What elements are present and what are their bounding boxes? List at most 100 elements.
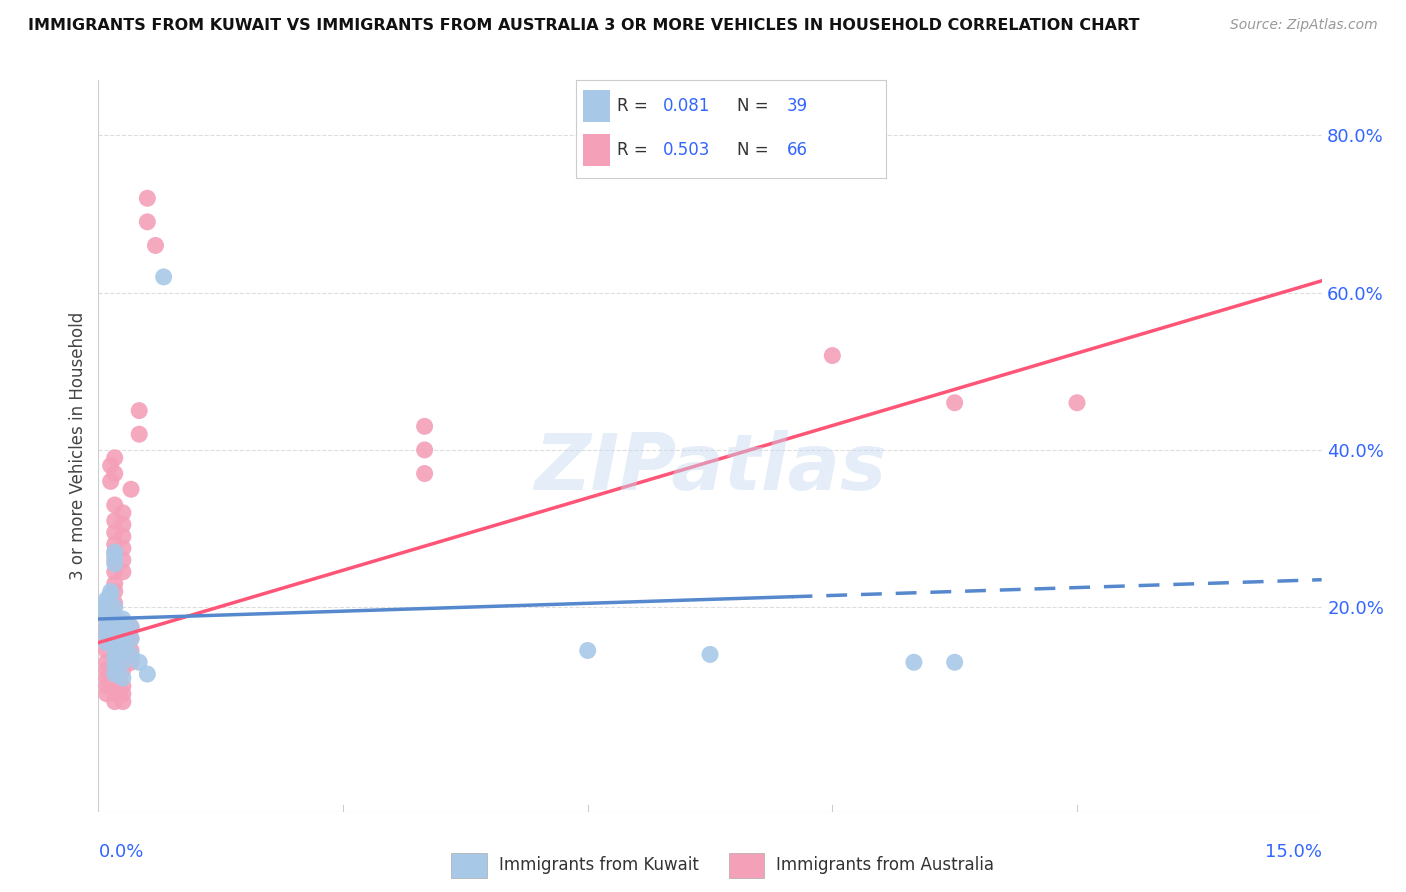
Point xyxy=(96,671,118,685)
Point xyxy=(104,584,127,599)
Point xyxy=(104,450,127,465)
Point xyxy=(111,695,134,709)
Point xyxy=(413,467,436,481)
Point xyxy=(96,600,118,615)
Point xyxy=(104,687,127,701)
Point xyxy=(104,635,127,649)
Point xyxy=(128,655,150,669)
Point xyxy=(104,624,127,638)
Point xyxy=(120,632,142,646)
Point xyxy=(104,545,127,559)
Point xyxy=(111,679,134,693)
Bar xyxy=(582,90,610,122)
Point xyxy=(111,632,134,646)
Point xyxy=(104,651,127,665)
Text: R =: R = xyxy=(617,97,652,115)
Point xyxy=(96,592,118,607)
Point xyxy=(1066,396,1088,410)
Point xyxy=(111,663,134,677)
Point xyxy=(136,667,159,681)
Bar xyxy=(728,853,765,878)
Point xyxy=(145,238,167,252)
Text: Immigrants from Kuwait: Immigrants from Kuwait xyxy=(499,856,699,874)
Point xyxy=(104,565,127,579)
Text: IMMIGRANTS FROM KUWAIT VS IMMIGRANTS FROM AUSTRALIA 3 OR MORE VEHICLES IN HOUSEH: IMMIGRANTS FROM KUWAIT VS IMMIGRANTS FRO… xyxy=(28,18,1140,33)
Point xyxy=(96,635,118,649)
Point xyxy=(100,589,122,603)
Point xyxy=(104,679,127,693)
Point xyxy=(104,596,127,610)
Point xyxy=(104,615,127,630)
Text: Immigrants from Australia: Immigrants from Australia xyxy=(776,856,994,874)
Bar xyxy=(582,134,610,166)
Point xyxy=(111,612,134,626)
Point xyxy=(111,506,134,520)
Point xyxy=(413,442,436,457)
Point xyxy=(111,671,134,685)
Point xyxy=(96,612,118,626)
Point xyxy=(104,557,127,571)
Point xyxy=(111,643,134,657)
Point xyxy=(104,659,127,673)
Point xyxy=(128,403,150,417)
Point xyxy=(104,663,127,677)
Point xyxy=(111,655,134,669)
Point xyxy=(96,663,118,677)
Point xyxy=(104,525,127,540)
Point xyxy=(96,679,118,693)
Text: 0.503: 0.503 xyxy=(664,141,710,159)
Point xyxy=(104,655,127,669)
Point xyxy=(120,620,142,634)
Point xyxy=(111,553,134,567)
Y-axis label: 3 or more Vehicles in Household: 3 or more Vehicles in Household xyxy=(69,312,87,580)
Point xyxy=(91,604,114,618)
Point xyxy=(136,215,159,229)
Point xyxy=(96,608,118,623)
Point xyxy=(111,517,134,532)
Point xyxy=(699,648,721,662)
Point xyxy=(91,604,114,618)
Point xyxy=(100,458,122,473)
Point xyxy=(104,608,127,623)
Point xyxy=(104,545,127,559)
Point xyxy=(104,600,127,615)
Point xyxy=(120,632,142,646)
Text: 66: 66 xyxy=(787,141,808,159)
Point xyxy=(96,635,118,649)
Point xyxy=(104,615,127,630)
Point xyxy=(943,655,966,669)
Point xyxy=(111,687,134,701)
Bar xyxy=(451,853,486,878)
Point xyxy=(94,596,117,610)
Point xyxy=(120,648,142,662)
Point xyxy=(96,600,118,615)
Point xyxy=(111,620,134,634)
Point xyxy=(96,620,118,634)
Point xyxy=(413,419,436,434)
Point xyxy=(120,620,142,634)
Point xyxy=(96,608,118,623)
Point xyxy=(111,651,134,665)
Point xyxy=(104,498,127,512)
Text: 0.081: 0.081 xyxy=(664,97,710,115)
Text: 15.0%: 15.0% xyxy=(1264,843,1322,861)
Point xyxy=(96,628,118,642)
Point xyxy=(111,628,134,642)
Point xyxy=(111,615,134,630)
Point xyxy=(120,482,142,496)
Text: N =: N = xyxy=(737,141,775,159)
Point xyxy=(111,640,134,654)
Text: 0.0%: 0.0% xyxy=(98,843,143,861)
Point xyxy=(104,608,127,623)
Point xyxy=(104,643,127,657)
Point xyxy=(96,620,118,634)
Point xyxy=(120,655,142,669)
Point xyxy=(903,655,925,669)
Point xyxy=(96,655,118,669)
Point xyxy=(104,514,127,528)
Point xyxy=(100,584,122,599)
Point xyxy=(120,643,142,657)
Point xyxy=(111,541,134,556)
Text: 39: 39 xyxy=(787,97,808,115)
Point xyxy=(104,695,127,709)
